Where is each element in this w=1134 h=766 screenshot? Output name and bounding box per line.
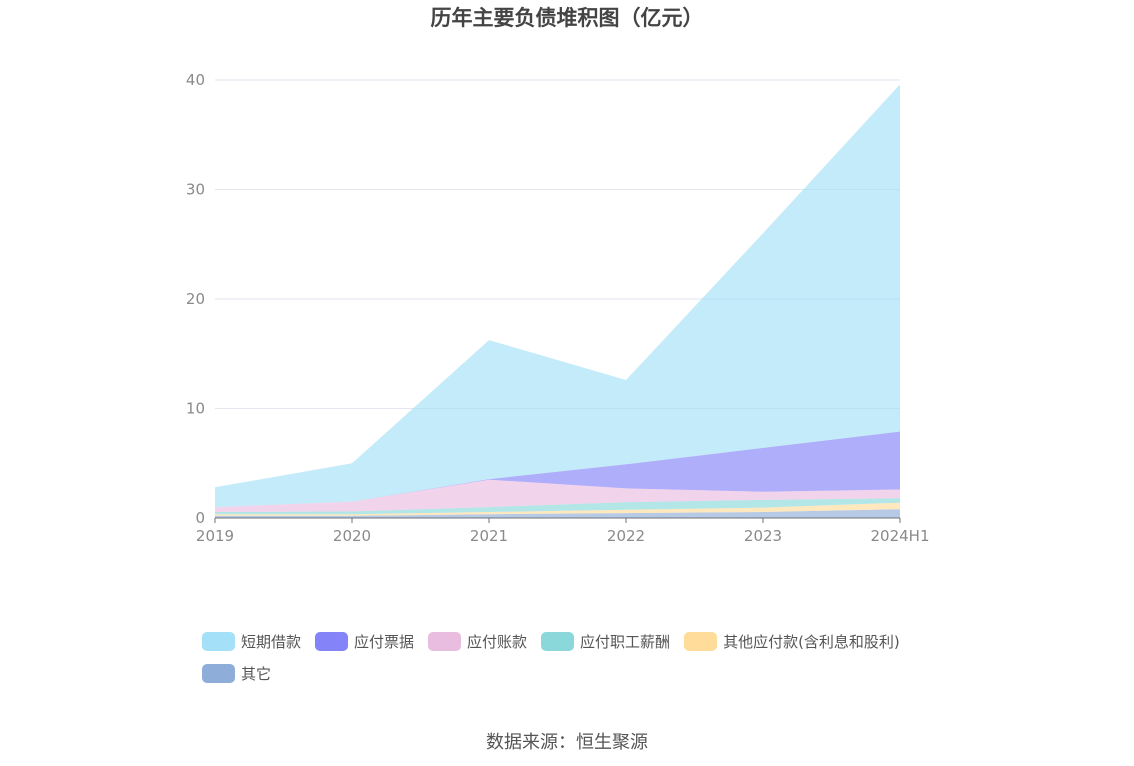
legend-label: 应付账款 <box>467 632 528 651</box>
x-tick-label: 2019 <box>196 527 234 545</box>
legend-item[interactable]: 应付票据 <box>315 630 414 652</box>
legend-item[interactable]: 其他应付款(含利息和股利) <box>684 630 900 652</box>
area-series <box>215 84 900 518</box>
y-tick-label: 20 <box>186 290 205 308</box>
axes: 0 10 20 30 40 2019 2020 2021 2022 2023 2024H1 <box>186 71 930 545</box>
legend-label: 应付职工薪酬 <box>580 632 671 651</box>
source-note: 数据来源：恒生聚源 <box>486 732 648 753</box>
legend-swatch <box>541 631 575 651</box>
area-series-2 <box>215 498 900 515</box>
legend-swatch <box>315 631 349 651</box>
legend-item[interactable]: 短期借款 <box>202 630 301 652</box>
legend-swatch <box>428 631 462 651</box>
x-tick-label: 2021 <box>470 527 508 545</box>
x-tick-label: 2022 <box>607 527 645 545</box>
legend-label: 其他应付款(含利息和股利) <box>723 632 900 651</box>
legend-swatch <box>202 663 235 683</box>
y-tick-label: 30 <box>186 181 205 199</box>
area-series-5 <box>215 84 900 508</box>
legend-item[interactable]: 其它 <box>202 662 271 684</box>
y-tick-label: 10 <box>186 400 205 418</box>
x-tick-label: 2023 <box>744 527 782 545</box>
legend-swatch <box>684 631 718 651</box>
y-tick-label: 0 <box>195 509 205 527</box>
area-series-4 <box>215 431 900 508</box>
legend-label: 其它 <box>241 664 272 683</box>
legend-label: 应付票据 <box>354 632 415 651</box>
area-series-0 <box>215 509 900 518</box>
area-series-3 <box>215 479 900 512</box>
legend-label: 短期借款 <box>241 632 302 651</box>
chart-title: 历年主要负债堆积图（亿元） <box>431 6 704 30</box>
legend-item[interactable]: 应付账款 <box>428 630 527 652</box>
legend-item[interactable]: 应付职工薪酬 <box>541 630 670 652</box>
x-tick-label: 2020 <box>333 527 371 545</box>
legend: 短期借款 应付票据 应付账款 应付职工薪酬 其他应付款(含利息和股利) 其它 <box>202 630 982 684</box>
x-tick-label: 2024H1 <box>871 527 930 545</box>
legend-swatch <box>202 631 235 651</box>
area-series-1 <box>215 502 900 516</box>
y-tick-label: 40 <box>186 71 205 89</box>
